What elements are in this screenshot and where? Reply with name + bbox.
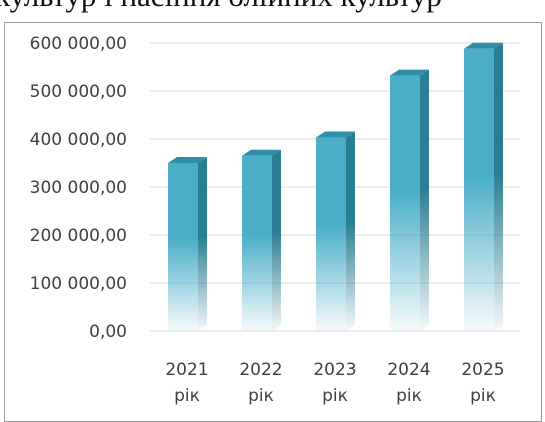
bar-front <box>316 137 346 331</box>
bar-top <box>168 157 207 163</box>
y-tick-label: 300 000,00 <box>30 178 127 198</box>
y-tick-label: 100 000,00 <box>30 274 127 294</box>
x-axis-tick-labels: 2021 рік 2022 рік 2023 рік 2024 рік 2025 рік <box>165 360 504 406</box>
bar-top <box>242 149 281 156</box>
bar-front <box>390 75 420 331</box>
x-tick-label: рік <box>396 386 422 406</box>
bar-top <box>316 131 355 138</box>
y-tick-label: 600 000,00 <box>30 34 127 54</box>
bar <box>168 157 207 331</box>
y-tick-label: 200 000,00 <box>30 226 127 246</box>
bar <box>316 131 355 331</box>
x-tick-label: рік <box>248 386 274 406</box>
y-tick-label: 500 000,00 <box>30 82 127 102</box>
y-tick-label: 0,00 <box>89 322 127 342</box>
bar-front <box>464 48 494 331</box>
y-axis-tick-labels: 0,00 100 000,00 200 000,00 300 000,00 400 00… <box>30 34 127 342</box>
x-tick-label: рік <box>174 386 200 406</box>
bar <box>464 42 503 331</box>
x-tick-label: 2024 <box>387 360 430 380</box>
page-caption: культур і насіння олійних культур <box>0 0 545 11</box>
bar-side <box>198 157 207 331</box>
x-tick-label: 2022 <box>239 360 282 380</box>
bar-side <box>420 69 429 331</box>
x-tick-label: 2021 <box>165 360 208 380</box>
bar-side <box>272 149 281 331</box>
bar-side <box>494 42 503 331</box>
bar <box>390 69 429 331</box>
bar <box>242 149 281 331</box>
bar-top <box>390 69 429 76</box>
bar-front <box>242 155 272 331</box>
x-tick-label: рік <box>470 386 496 406</box>
bar-top <box>464 42 503 49</box>
x-tick-label: 2025 <box>461 360 504 380</box>
y-tick-label: 400 000,00 <box>30 130 127 150</box>
x-tick-label: рік <box>322 386 348 406</box>
bar-front <box>168 163 198 331</box>
bars <box>168 42 503 331</box>
x-tick-label: 2023 <box>313 360 356 380</box>
bar-side <box>346 131 355 331</box>
